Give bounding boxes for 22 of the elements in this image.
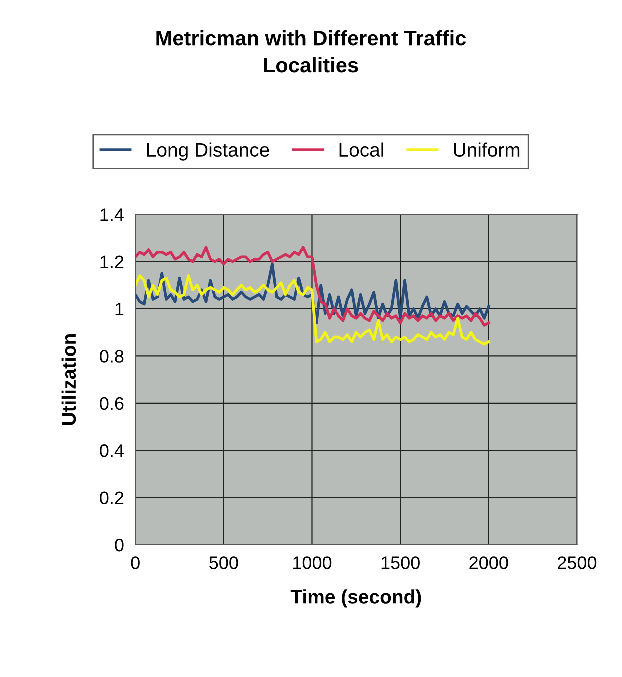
y-tick-label: 1 — [116, 303, 124, 316]
legend-label: Local — [340, 142, 384, 158]
x-tick-label: 2000 — [470, 556, 508, 570]
x-tick-label: 2500 — [558, 556, 597, 570]
line-series — [136, 246, 490, 327]
x-axis-title: Time (second) — [290, 590, 422, 608]
y-tick-label: 0.2 — [100, 492, 124, 505]
x-tick-label: 1000 — [294, 556, 332, 570]
y-tick-label: 0.4 — [100, 444, 124, 458]
legend-label: Uniform — [454, 142, 520, 158]
y-axis-title: Utilization — [62, 334, 76, 426]
x-tick-label: 500 — [210, 556, 238, 570]
chart-title: Metricman with Different Traffic Localities — [156, 30, 466, 73]
x-tick-label: 1500 — [382, 556, 420, 570]
x-tick-label: 0 — [131, 556, 140, 570]
y-tick-label: 0.6 — [100, 397, 124, 410]
line-series — [136, 274, 490, 346]
y-tick-label: 0.8 — [100, 350, 124, 363]
y-tick-label: 1.2 — [100, 256, 124, 268]
y-tick-label: 1.4 — [100, 208, 124, 222]
y-tick-label: 0 — [115, 538, 124, 552]
legend-label: Long Distance — [147, 142, 270, 161]
